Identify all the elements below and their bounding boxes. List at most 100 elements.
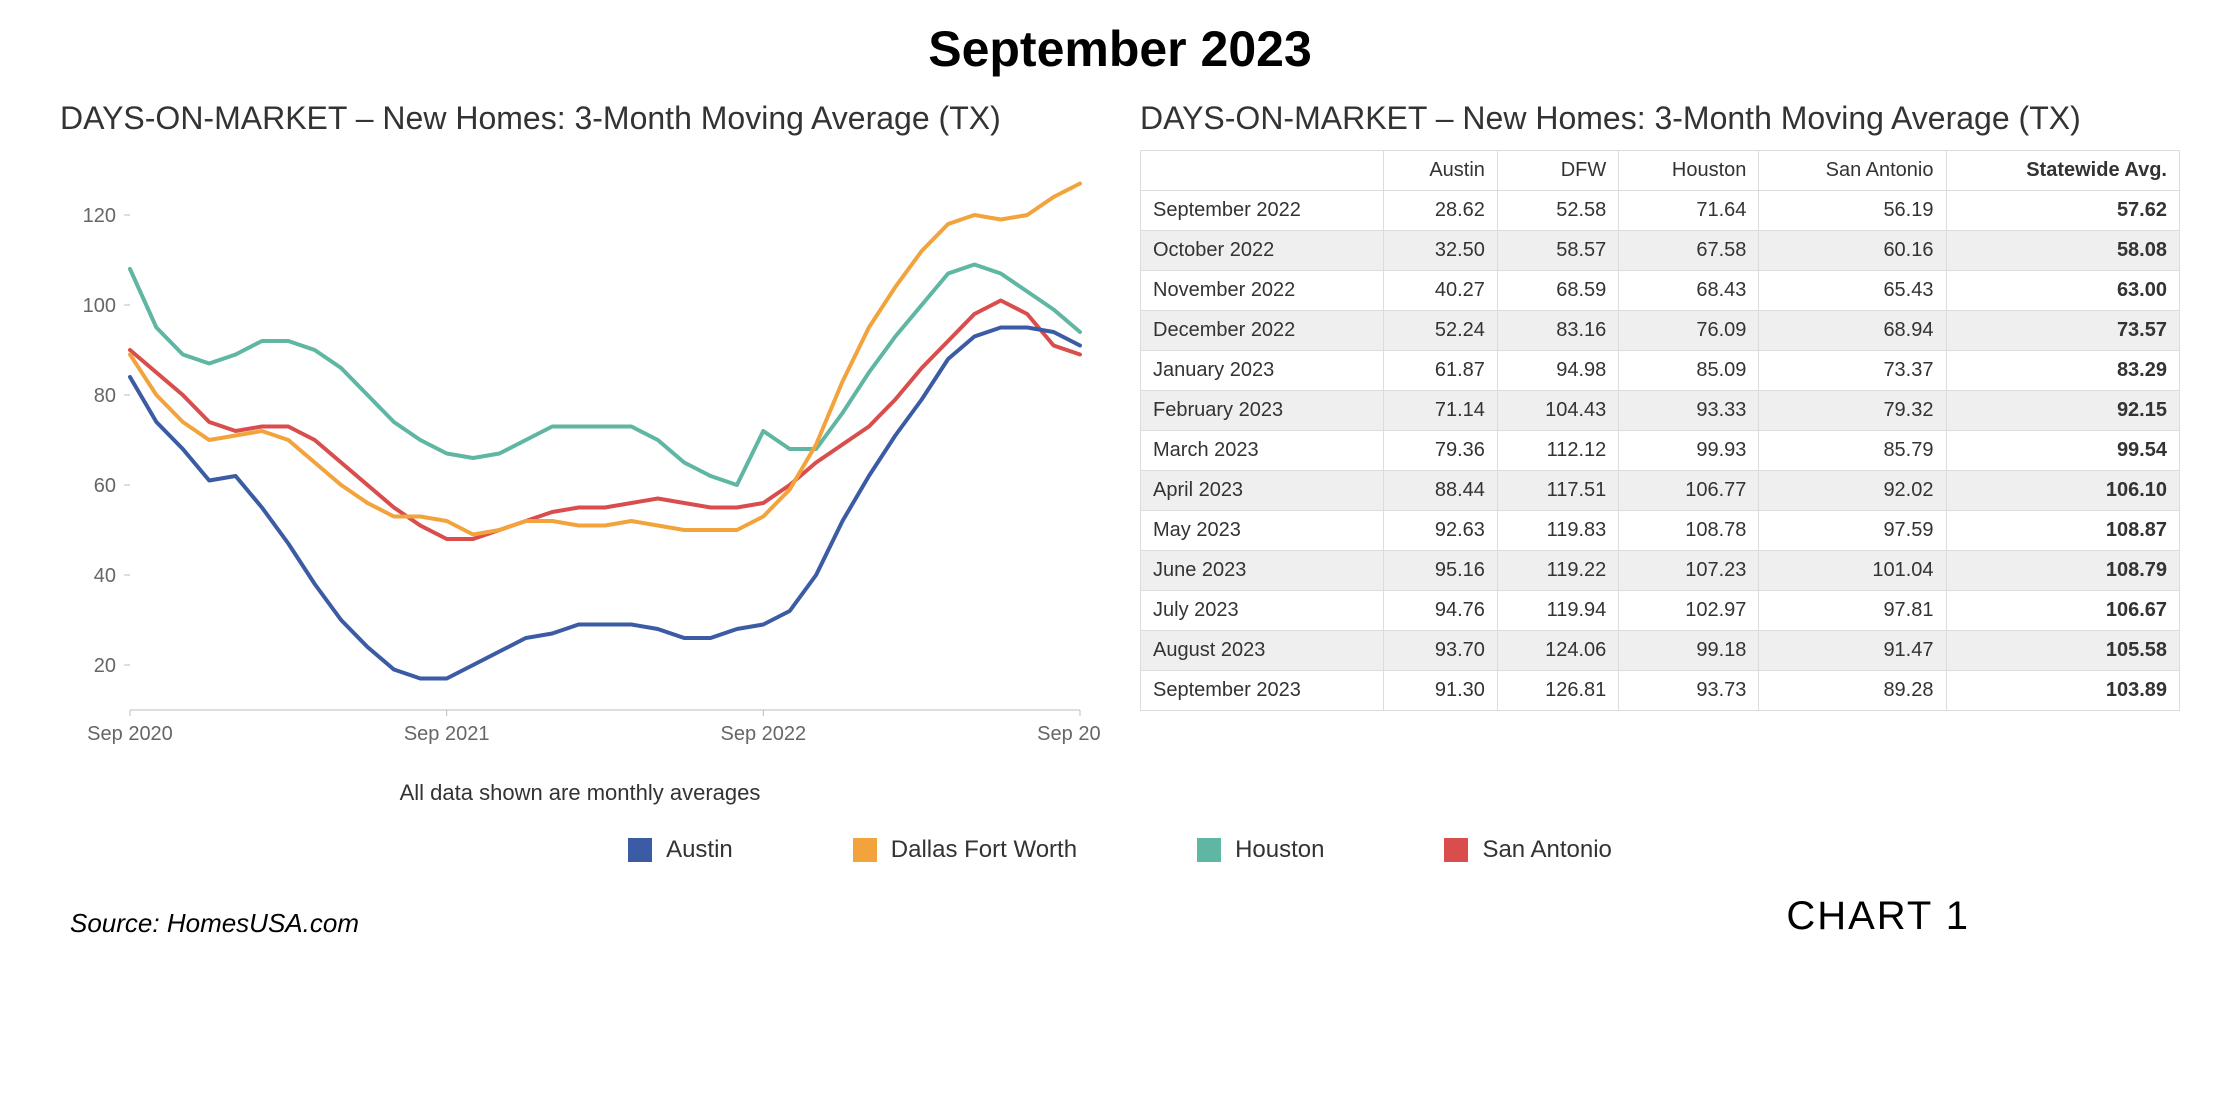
table-cell: 106.67 (1946, 590, 2180, 630)
series-dfw (130, 183, 1080, 534)
chart-footnote: All data shown are monthly averages (60, 780, 1100, 806)
table-row-label: October 2022 (1141, 230, 1384, 270)
table-cell: 71.14 (1384, 390, 1497, 430)
table-row-label: May 2023 (1141, 510, 1384, 550)
svg-text:Sep 2022: Sep 2022 (721, 723, 807, 745)
table-cell: 103.89 (1946, 670, 2180, 710)
table-row-label: January 2023 (1141, 350, 1384, 390)
table-cell: 101.04 (1759, 550, 1946, 590)
table-cell: 95.16 (1384, 550, 1497, 590)
table-row: July 202394.76119.94102.9797.81106.67 (1141, 590, 2180, 630)
legend-label: Dallas Fort Worth (891, 836, 1077, 864)
series-austin (130, 327, 1080, 678)
table-row: January 202361.8794.9885.0973.3783.29 (1141, 350, 2180, 390)
table-header-cell (1141, 150, 1384, 190)
svg-text:120: 120 (83, 205, 116, 227)
footer: Source: HomesUSA.com CHART 1 (60, 894, 2180, 939)
table-cell: 119.94 (1497, 590, 1618, 630)
table-cell: 85.09 (1619, 350, 1759, 390)
table-cell: 112.12 (1497, 430, 1618, 470)
table-cell: 92.63 (1384, 510, 1497, 550)
table-row: April 202388.44117.51106.7792.02106.10 (1141, 470, 2180, 510)
table-row-label: November 2022 (1141, 270, 1384, 310)
table-cell: 79.32 (1759, 390, 1946, 430)
table-cell: 56.19 (1759, 190, 1946, 230)
svg-text:20: 20 (94, 655, 116, 677)
table-cell: 32.50 (1384, 230, 1497, 270)
table-cell: 58.57 (1497, 230, 1618, 270)
legend-swatch (1197, 838, 1221, 862)
legend-swatch (1444, 838, 1468, 862)
svg-text:100: 100 (83, 295, 116, 317)
legend-label: San Antonio (1482, 836, 1611, 864)
table-row-label: December 2022 (1141, 310, 1384, 350)
legend-label: Austin (666, 836, 733, 864)
legend: Austin Dallas Fort Worth Houston San Antoni… (60, 836, 2180, 864)
table-row-label: April 2023 (1141, 470, 1384, 510)
legend-item: Houston (1197, 836, 1324, 864)
table-header-cell: Statewide Avg. (1946, 150, 2180, 190)
table-cell: 40.27 (1384, 270, 1497, 310)
table-row-label: March 2023 (1141, 430, 1384, 470)
table-row-label: September 2023 (1141, 670, 1384, 710)
data-table: AustinDFWHoustonSan AntonioStatewide Avg… (1140, 150, 2180, 711)
table-row: December 202252.2483.1676.0968.9473.57 (1141, 310, 2180, 350)
table-cell: 119.83 (1497, 510, 1618, 550)
table-cell: 88.44 (1384, 470, 1497, 510)
table-cell: 99.93 (1619, 430, 1759, 470)
table-cell: 60.16 (1759, 230, 1946, 270)
table-row-label: August 2023 (1141, 630, 1384, 670)
legend-label: Houston (1235, 836, 1324, 864)
table-cell: 67.58 (1619, 230, 1759, 270)
table-cell: 124.06 (1497, 630, 1618, 670)
table-row: August 202393.70124.0699.1891.47105.58 (1141, 630, 2180, 670)
table-row: June 202395.16119.22107.23101.04108.79 (1141, 550, 2180, 590)
svg-text:80: 80 (94, 385, 116, 407)
table-cell: 65.43 (1759, 270, 1946, 310)
table-row-label: September 2022 (1141, 190, 1384, 230)
table-cell: 68.59 (1497, 270, 1618, 310)
table-cell: 28.62 (1384, 190, 1497, 230)
table-cell: 104.43 (1497, 390, 1618, 430)
table-row: March 202379.36112.1299.9385.7999.54 (1141, 430, 2180, 470)
table-row: September 202228.6252.5871.6456.1957.62 (1141, 190, 2180, 230)
table-cell: 68.94 (1759, 310, 1946, 350)
chart-section-title: DAYS-ON-MARKET – New Homes: 3-Month Movi… (60, 98, 1100, 140)
table-row: October 202232.5058.5767.5860.1658.08 (1141, 230, 2180, 270)
table-cell: 97.59 (1759, 510, 1946, 550)
table-cell: 93.33 (1619, 390, 1759, 430)
table-cell: 68.43 (1619, 270, 1759, 310)
legend-item: San Antonio (1444, 836, 1611, 864)
table-cell: 52.58 (1497, 190, 1618, 230)
chart-column: DAYS-ON-MARKET – New Homes: 3-Month Movi… (60, 98, 1100, 806)
legend-swatch (853, 838, 877, 862)
table-cell: 97.81 (1759, 590, 1946, 630)
table-cell: 93.70 (1384, 630, 1497, 670)
table-header-cell: Houston (1619, 150, 1759, 190)
table-cell: 61.87 (1384, 350, 1497, 390)
table-cell: 73.57 (1946, 310, 2180, 350)
table-cell: 106.10 (1946, 470, 2180, 510)
table-cell: 108.87 (1946, 510, 2180, 550)
table-row-label: June 2023 (1141, 550, 1384, 590)
legend-swatch (628, 838, 652, 862)
table-header-cell: DFW (1497, 150, 1618, 190)
table-cell: 91.30 (1384, 670, 1497, 710)
page-title: September 2023 (60, 20, 2180, 78)
table-row: May 202392.63119.83108.7897.59108.87 (1141, 510, 2180, 550)
table-cell: 105.58 (1946, 630, 2180, 670)
table-cell: 94.76 (1384, 590, 1497, 630)
svg-text:60: 60 (94, 475, 116, 497)
table-row-label: February 2023 (1141, 390, 1384, 430)
table-cell: 58.08 (1946, 230, 2180, 270)
table-cell: 85.79 (1759, 430, 1946, 470)
table-cell: 126.81 (1497, 670, 1618, 710)
svg-text:Sep 2020: Sep 2020 (87, 723, 173, 745)
source-text: Source: HomesUSA.com (70, 908, 359, 939)
table-row: February 202371.14104.4393.3379.3292.15 (1141, 390, 2180, 430)
svg-text:Sep 2021: Sep 2021 (404, 723, 490, 745)
table-cell: 89.28 (1759, 670, 1946, 710)
legend-item: Austin (628, 836, 733, 864)
table-header-cell: San Antonio (1759, 150, 1946, 190)
table-cell: 71.64 (1619, 190, 1759, 230)
